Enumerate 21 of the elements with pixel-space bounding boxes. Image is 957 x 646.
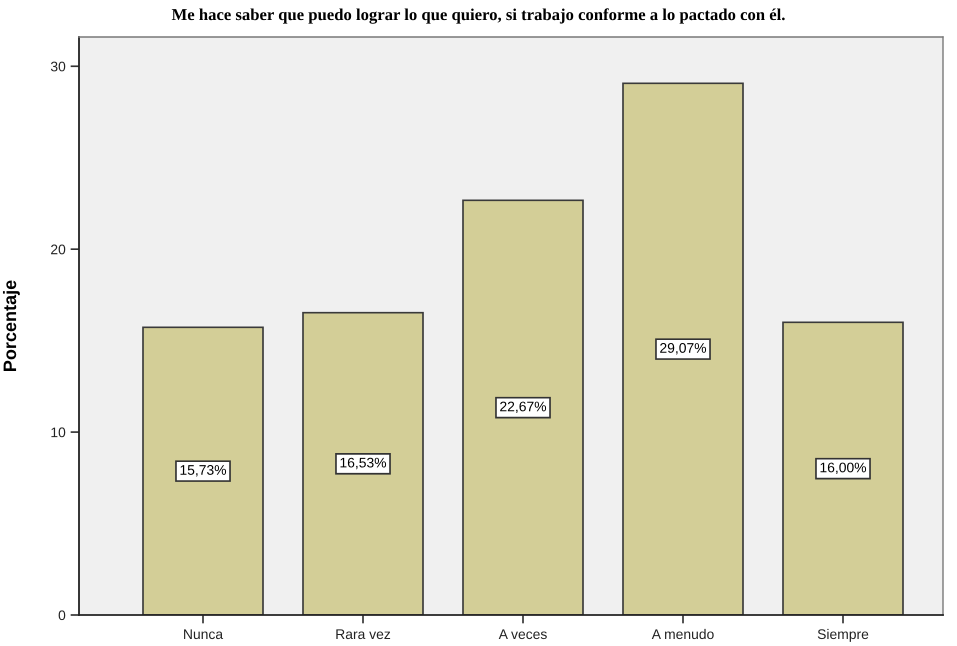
data-label: 16,00% (820, 462, 866, 474)
x-tick-label: A veces (498, 629, 547, 640)
data-label: 29,07% (660, 343, 706, 355)
bar (462, 200, 584, 615)
x-tick-label: Nunca (184, 629, 224, 640)
bar (782, 322, 904, 615)
y-tick-label: 0 (58, 610, 66, 620)
bar (622, 82, 744, 615)
y-axis-title: Porcentaje (2, 280, 20, 371)
data-label: 22,67% (500, 402, 546, 414)
y-tick-label: 30 (50, 62, 66, 72)
bar (302, 312, 424, 615)
y-tick-label: 10 (51, 427, 66, 438)
data-label: 16,53% (340, 458, 386, 470)
x-tick-label: Siempre (818, 628, 868, 642)
data-label: 15,73% (180, 465, 226, 477)
x-tick-label: A menudo (652, 628, 714, 640)
x-tick-label: Rara vez (336, 629, 390, 640)
chart-title: Me hace saber que puedo lograr lo que quiero, si trabajo conforme a lo pactado con él. (172, 8, 785, 24)
y-tick-label: 20 (51, 244, 66, 254)
bar (142, 326, 264, 615)
